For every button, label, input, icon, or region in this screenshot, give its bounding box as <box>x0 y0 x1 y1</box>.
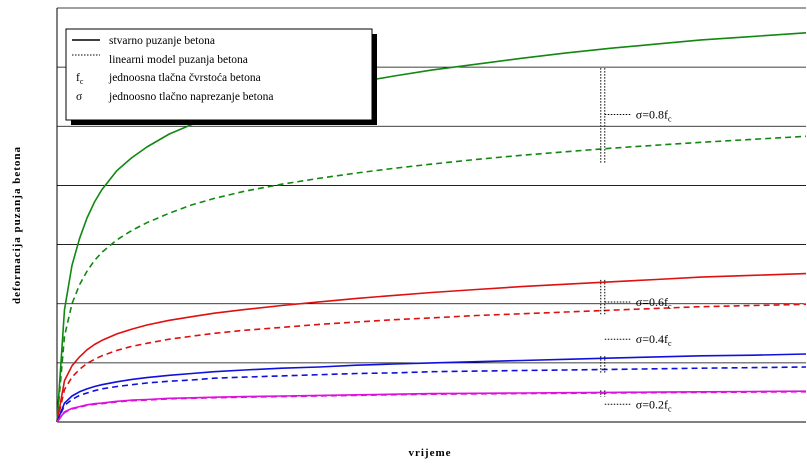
legend: stvarno puzanje betona linearni model pu… <box>65 28 377 125</box>
series-0.4-solid-line <box>56 353 807 423</box>
series-0.2-dashed-line <box>56 391 807 423</box>
legend-fc-symbol: fc <box>76 72 84 86</box>
series-0.6-solid-line <box>56 272 807 423</box>
legend-sigma-symbol: σ <box>76 91 83 103</box>
legend-entry-2: linearni model puzanja betona <box>109 54 248 66</box>
legend-entry-3: jednoosna tlačna čvrstoća betona <box>108 72 261 84</box>
legend-entry-1: stvarno puzanje betona <box>109 35 215 47</box>
series-0.4-dashed-line <box>56 366 807 423</box>
annotations-group: σ=0.8fc σ=0.6fc σ=0.4fc σ=0.2fc <box>600 68 672 413</box>
series-0.6-dashed-line <box>56 303 807 423</box>
series-0.8-dashed-line <box>56 135 807 423</box>
annotation-label-0.8: σ=0.8fc <box>636 107 672 123</box>
annotation-label-0.6: σ=0.6fc <box>636 295 672 311</box>
axes <box>56 8 806 423</box>
y-axis-title: deformacija puzanja betona <box>11 146 23 304</box>
series-group <box>56 32 807 423</box>
series-0.2-solid-line <box>56 390 807 423</box>
annotation-label-0.2: σ=0.2fc <box>636 397 672 413</box>
legend-entry-4: jednoosno tlačno naprezanje betona <box>108 91 273 103</box>
x-axis-title: vrijeme <box>408 447 451 459</box>
legend-box <box>65 28 373 121</box>
annotation-label-0.4: σ=0.4fc <box>636 332 672 348</box>
